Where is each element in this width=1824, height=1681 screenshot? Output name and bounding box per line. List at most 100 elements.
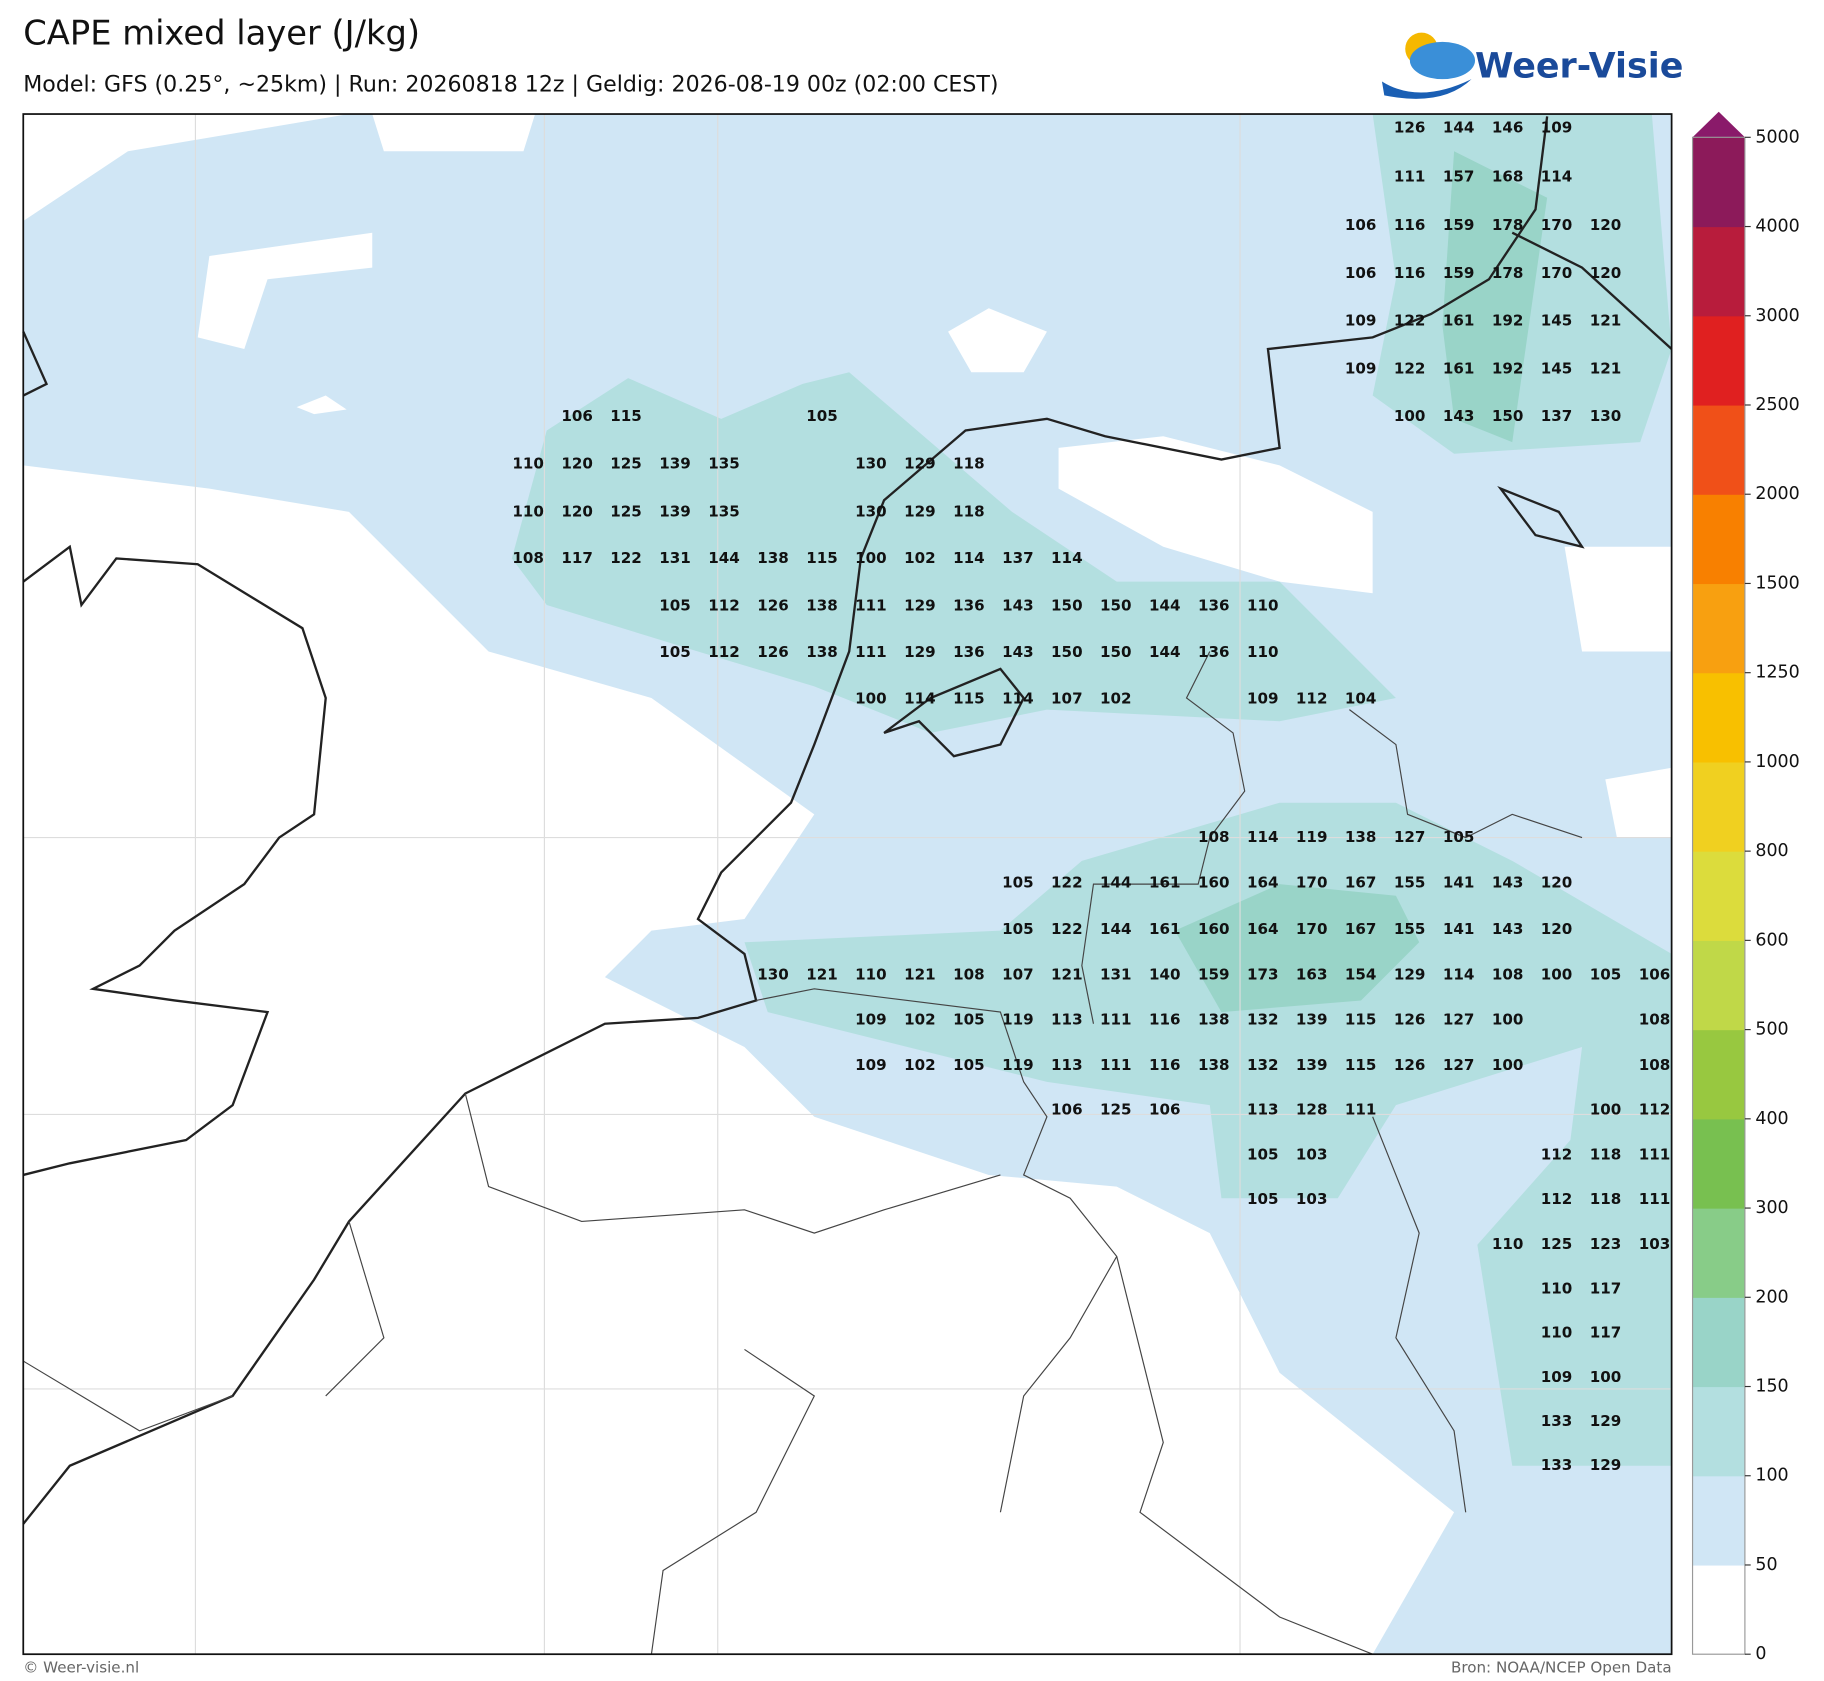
title: CAPE mixed layer (J/kg)	[23, 13, 420, 52]
grid-value-label: 112	[1541, 1190, 1573, 1208]
colorbar-segment	[1692, 940, 1745, 1031]
grid-value-label: 133	[1541, 1412, 1573, 1430]
grid-value-label: 150	[1100, 597, 1132, 615]
grid-value-label: 159	[1198, 965, 1230, 983]
grid-value-label: 105	[659, 643, 691, 661]
grid-value-label: 129	[1590, 1456, 1622, 1474]
grid-value-label: 112	[1541, 1146, 1573, 1164]
grid-value-label: 168	[1492, 167, 1524, 185]
grid-value-label: 118	[953, 502, 985, 520]
grid-value-label: 121	[806, 965, 838, 983]
grid-value-label: 155	[1394, 873, 1426, 891]
grid-value-label: 145	[1541, 312, 1573, 330]
grid-value-label: 141	[1443, 873, 1475, 891]
grid-value-label: 105	[1247, 1146, 1279, 1164]
grid-value-label: 170	[1541, 216, 1573, 234]
colorbar-tick-label: 300	[1755, 1198, 1788, 1218]
grid-value-label: 129	[904, 643, 936, 661]
colorbar-segment	[1692, 583, 1745, 674]
grid-value-label: 138	[1345, 828, 1377, 846]
grid-value-label: 105	[1443, 828, 1475, 846]
grid-value-label: 109	[855, 1011, 887, 1029]
grid-value-label: 112	[708, 643, 740, 661]
grid-value-label: 102	[904, 1056, 936, 1074]
grid-value-label: 135	[708, 502, 740, 520]
grid-value-label: 167	[1345, 920, 1377, 938]
grid-value-label: 110	[512, 455, 544, 473]
grid-value-label: 150	[1051, 597, 1083, 615]
grid-value-label: 178	[1492, 216, 1524, 234]
grid-value-label: 145	[1541, 359, 1573, 377]
grid-value-label: 136	[1198, 597, 1230, 615]
grid-value-label: 173	[1247, 965, 1279, 983]
grid-value-label: 105	[1002, 873, 1034, 891]
grid-value-label: 138	[1198, 1056, 1230, 1074]
grid-value-label: 192	[1492, 359, 1524, 377]
grid-value-label: 136	[953, 643, 985, 661]
grid-value-label: 150	[1100, 643, 1132, 661]
colorbar-frame	[1691, 136, 1746, 1655]
grid-value-label: 106	[1639, 965, 1671, 983]
colorbar-tick-label: 1250	[1755, 663, 1799, 683]
grid-value-label: 143	[1492, 873, 1524, 891]
grid-value-label: 109	[855, 1056, 887, 1074]
grid-value-label: 119	[1002, 1011, 1034, 1029]
grid-value-label: 118	[1590, 1146, 1622, 1164]
grid-value-label: 178	[1492, 264, 1524, 282]
grid-value-label: 121	[1051, 965, 1083, 983]
grid-value-label: 122	[1394, 359, 1426, 377]
grid-value-label: 109	[1541, 1368, 1573, 1386]
grid-value-label: 114	[904, 690, 936, 708]
grid-value-label: 157	[1443, 167, 1475, 185]
colorbar-segment	[1692, 761, 1745, 852]
grid-value-label: 139	[1296, 1011, 1328, 1029]
grid-value-label: 115	[1345, 1011, 1377, 1029]
grid-value-label: 160	[1198, 920, 1230, 938]
grid-value-label: 119	[1002, 1056, 1034, 1074]
colorbar-segment	[1692, 1297, 1745, 1388]
grid-value-label: 100	[855, 690, 887, 708]
grid-value-label: 155	[1394, 920, 1426, 938]
grid-value-label: 138	[1198, 1011, 1230, 1029]
grid-value-label: 125	[1100, 1100, 1132, 1118]
grid-value-label: 103	[1296, 1190, 1328, 1208]
grid-value-label: 135	[708, 455, 740, 473]
grid-value-label: 109	[1345, 312, 1377, 330]
grid-value-label: 170	[1296, 920, 1328, 938]
grid-value-label: 110	[1247, 643, 1279, 661]
grid-value-label: 113	[1051, 1011, 1083, 1029]
grid-value-label: 111	[1639, 1190, 1671, 1208]
colorbar-tick-label: 100	[1755, 1466, 1788, 1486]
grid-value-label: 130	[757, 965, 789, 983]
grid-value-label: 105	[953, 1011, 985, 1029]
grid-value-label: 108	[512, 549, 544, 567]
grid-value-label: 125	[610, 502, 642, 520]
colorbar-tick-label: 200	[1755, 1287, 1788, 1307]
grid-value-label: 170	[1296, 873, 1328, 891]
logo: Weer-Visie	[1381, 32, 1683, 99]
grid-value-label: 144	[708, 549, 740, 567]
grid-value-label: 108	[1639, 1056, 1671, 1074]
grid-value-label: 130	[1590, 407, 1622, 425]
grid-value-label: 100	[1590, 1368, 1622, 1386]
grid-value-label: 161	[1443, 312, 1475, 330]
grid-value-label: 163	[1296, 965, 1328, 983]
grid-value-label: 150	[1051, 643, 1083, 661]
grid-value-label: 132	[1247, 1056, 1279, 1074]
grid-value-label: 138	[806, 643, 838, 661]
colorbar-tick-label: 800	[1755, 841, 1788, 861]
grid-value-label: 133	[1541, 1456, 1573, 1474]
grid-value-label: 192	[1492, 312, 1524, 330]
grid-value-label: 112	[708, 597, 740, 615]
grid-value-label: 111	[855, 643, 887, 661]
grid-value-label: 139	[659, 455, 691, 473]
grid-value-label: 161	[1149, 920, 1181, 938]
grid-value-label: 109	[1345, 359, 1377, 377]
grid-value-label: 100	[855, 549, 887, 567]
footer-right: Bron: NOAA/NCEP Open Data	[1451, 1659, 1672, 1677]
grid-value-label: 111	[1100, 1011, 1132, 1029]
grid-value-label: 125	[1541, 1235, 1573, 1253]
grid-value-label: 138	[806, 597, 838, 615]
grid-value-label: 118	[1590, 1190, 1622, 1208]
